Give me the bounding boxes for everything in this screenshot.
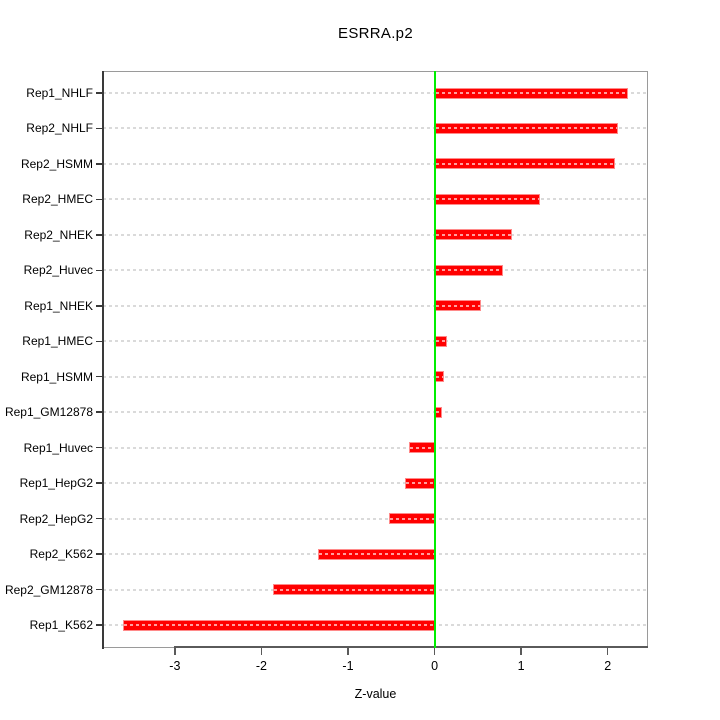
y-axis-tick: [95, 163, 103, 165]
bar: [272, 584, 435, 596]
gridline: [103, 411, 648, 414]
bar: [434, 406, 443, 418]
gridline: [103, 304, 648, 307]
gridline: [103, 482, 648, 485]
y-axis-label: Rep1_HSMM: [20, 369, 93, 384]
y-axis-tick: [95, 92, 103, 94]
y-axis-tick: [95, 446, 103, 449]
gridline: [103, 375, 648, 378]
y-axis-tick: [95, 269, 103, 272]
y-axis-label: Rep1_GM12878: [4, 405, 93, 420]
bar: [409, 442, 435, 454]
bar: [122, 619, 435, 631]
y-axis-label: Rep2_NHEK: [24, 227, 93, 242]
y-axis-tick: [95, 305, 103, 307]
y-axis-label: Rep1_NHEK: [24, 298, 93, 313]
y-axis-tick: [95, 553, 103, 555]
y-axis-tick: [95, 127, 103, 130]
y-axis-label: Rep1_NHLF: [26, 86, 93, 100]
x-axis-tick-label: 0: [431, 659, 439, 673]
bar: [434, 300, 482, 312]
zero-value-line: [433, 70, 436, 648]
y-axis-label: Rep2_NHLF: [26, 121, 93, 136]
bar: [434, 264, 503, 276]
gridline: [103, 162, 648, 165]
y-axis-tick: [95, 198, 103, 201]
bar: [434, 371, 445, 383]
bar: [405, 477, 435, 489]
y-axis-label: Rep1_Huvec: [23, 440, 93, 455]
y-axis-tick: [95, 517, 103, 520]
y-axis-label: Rep2_Huvec: [23, 263, 93, 278]
x-axis-tick: [520, 648, 522, 655]
bar: [434, 335, 447, 347]
gridline: [103, 446, 648, 449]
x-axis-tick: [347, 648, 349, 655]
gridline: [103, 517, 648, 520]
bar: [434, 122, 619, 134]
x-axis-tick: [606, 648, 609, 655]
y-axis-tick: [95, 411, 103, 413]
y-axis-label: Rep1_HMEC: [22, 334, 93, 349]
bar: [434, 158, 615, 170]
gridline: [103, 198, 648, 201]
y-axis-tick: [95, 340, 103, 343]
x-axis-tick: [433, 648, 436, 655]
y-axis-tick: [95, 588, 103, 591]
y-axis-tick: [95, 482, 103, 484]
gridline: [103, 127, 648, 130]
bar: [434, 87, 628, 99]
y-axis-tick: [95, 624, 103, 626]
x-axis-tick-label: 1: [517, 659, 525, 673]
y-axis-label: Rep1_HepG2: [19, 476, 93, 491]
x-axis-tick-label: -3: [169, 659, 181, 673]
y-axis-label: Rep2_HepG2: [19, 511, 93, 526]
bar: [388, 513, 435, 525]
bar: [434, 193, 541, 205]
gridline: [103, 92, 648, 94]
bar: [317, 548, 435, 560]
y-axis-line: [102, 70, 104, 649]
x-axis-tick: [260, 648, 263, 655]
y-axis-label: Rep2_HSMM: [20, 156, 93, 171]
y-axis-tick: [95, 234, 103, 236]
y-axis-label: Rep2_K562: [29, 547, 93, 562]
x-axis-tick-label: 2: [604, 659, 612, 673]
bar: [434, 229, 513, 241]
x-axis-title: Z-value: [354, 687, 397, 701]
x-axis-tick-label: -1: [342, 659, 354, 673]
y-axis-label: Rep2_GM12878: [4, 582, 93, 597]
plot-area: [103, 70, 648, 648]
x-axis-tick: [174, 648, 176, 655]
gridline: [103, 233, 648, 236]
y-axis-label: Rep2_HMEC: [22, 192, 93, 207]
y-axis-label: Rep1_K562: [29, 618, 93, 632]
gridline: [103, 269, 648, 272]
x-axis-line: [174, 646, 648, 648]
chart-title: ESRRA.p2: [338, 25, 413, 42]
y-axis-tick: [95, 375, 103, 378]
gridline: [103, 340, 648, 343]
x-axis-tick-label: -2: [255, 659, 267, 673]
